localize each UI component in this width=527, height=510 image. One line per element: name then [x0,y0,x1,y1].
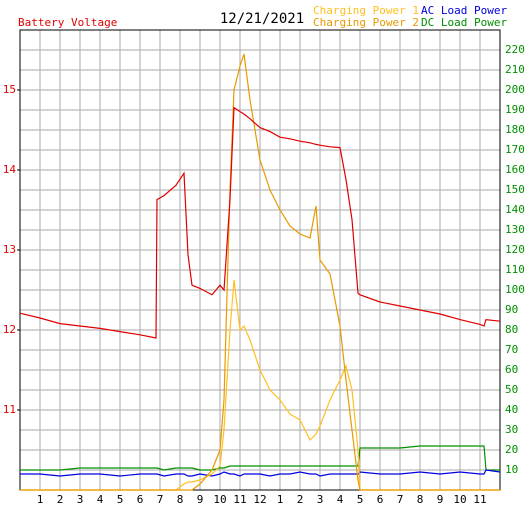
y2-tick-label: 180 [505,123,525,136]
y2-tick-label: 100 [505,283,525,296]
y-tick-label: 13 [3,243,16,256]
y2-tick-label: 200 [505,83,525,96]
x-tick-label: 2 [297,493,304,506]
x-tick-label: 1 [37,493,44,506]
y2-tick-label: 110 [505,263,525,276]
x-tick-label: 4 [97,493,104,506]
y2-tick-label: 210 [505,63,525,76]
legend-entry: Charging Power 1 [313,4,419,17]
series-line [20,445,500,471]
y2-tick-label: 90 [505,303,518,316]
y2-tick-label: 70 [505,343,518,356]
legend-entry: DC Load Power [421,16,507,29]
series-line [20,53,500,491]
x-tick-label: 9 [197,493,204,506]
y2-tick-label: 150 [505,183,525,196]
x-tick-label: 5 [117,493,124,506]
legend-entry: AC Load Power [421,4,507,17]
x-tick-label: 7 [397,493,404,506]
y2-tick-label: 170 [505,143,525,156]
y2-tick-label: 190 [505,103,525,116]
y-tick-label: 12 [3,323,16,336]
x-tick-label: 11 [233,493,246,506]
series-line [20,469,501,477]
x-tick-label: 6 [137,493,144,506]
y2-tick-label: 140 [505,203,525,216]
x-tick-label: 5 [357,493,364,506]
y-tick-label: 14 [3,163,17,176]
x-tick-label: 1 [277,493,284,506]
x-tick-label: 12 [253,493,266,506]
legend-entry: Charging Power 2 [313,16,419,29]
y2-tick-label: 130 [505,223,525,236]
y2-tick-label: 80 [505,323,518,336]
x-tick-label: 10 [213,493,226,506]
x-tick-label: 9 [437,493,444,506]
x-tick-label: 7 [157,493,164,506]
y2-tick-label: 120 [505,243,525,256]
y2-tick-label: 220 [505,43,525,56]
y2-tick-label: 10 [505,463,518,476]
x-tick-label: 8 [417,493,424,506]
series-line [19,106,501,339]
x-tick-label: 8 [177,493,184,506]
y2-tick-label: 40 [505,403,518,416]
x-tick-label: 3 [77,493,84,506]
x-tick-label: 3 [317,493,324,506]
x-tick-label: 11 [473,493,486,506]
x-tick-label: 4 [337,493,344,506]
y2-tick-label: 50 [505,383,518,396]
y-tick-label: 11 [3,403,16,416]
y2-tick-label: 20 [505,443,518,456]
x-tick-label: 2 [57,493,64,506]
chart-title: 12/21/2021 [220,11,304,27]
x-tick-label: 6 [377,493,384,506]
y2-tick-label: 160 [505,163,525,176]
y2-tick-label: 30 [505,423,518,436]
x-tick-label: 10 [453,493,466,506]
y-tick-label: 15 [3,83,16,96]
y-axis-label: Battery Voltage [18,16,117,29]
plot-frame [19,29,501,491]
y2-tick-label: 60 [505,363,518,376]
